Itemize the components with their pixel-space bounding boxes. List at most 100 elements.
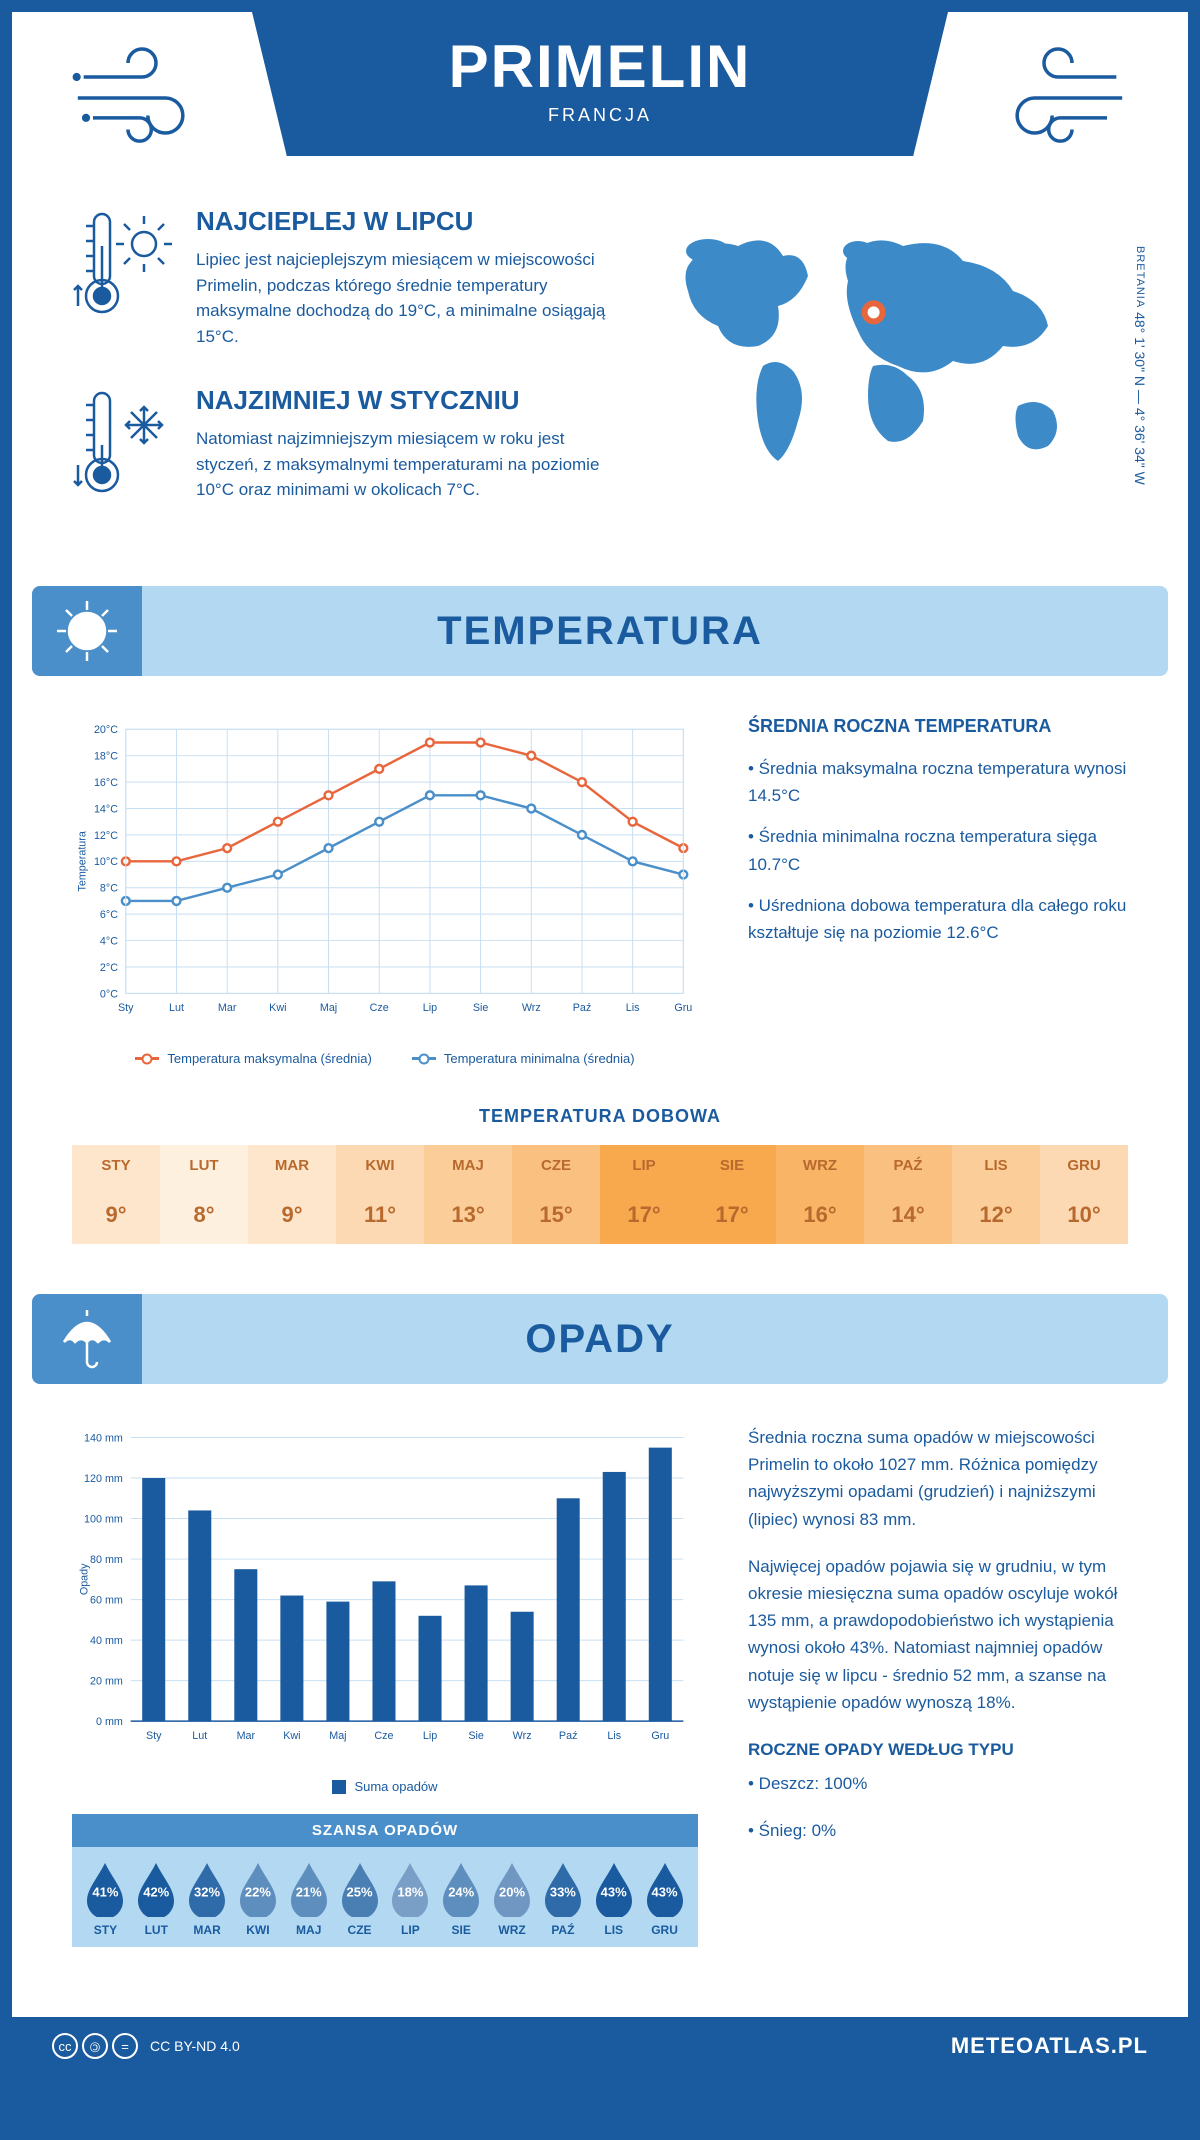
svg-text:Wrz: Wrz <box>513 1730 532 1742</box>
daily-cell: SIE 17° <box>688 1145 776 1244</box>
svg-text:80 mm: 80 mm <box>90 1554 123 1566</box>
page-subtitle: FRANCJA <box>292 105 908 126</box>
daily-cell: MAR 9° <box>248 1145 336 1244</box>
daily-temp-table: STY 9° LUT 8° MAR 9° KWI 11° MAJ 13° CZE… <box>72 1145 1128 1244</box>
by-icon: 🄯 <box>82 2033 108 2059</box>
svg-text:Mar: Mar <box>237 1730 256 1742</box>
precip-content: 0 mm20 mm40 mm60 mm80 mm100 mm120 mm140 … <box>12 1384 1188 1977</box>
svg-text:0 mm: 0 mm <box>96 1716 123 1728</box>
svg-text:40 mm: 40 mm <box>90 1635 123 1647</box>
chance-cell: 41% STY <box>80 1861 131 1937</box>
svg-text:10°C: 10°C <box>94 856 118 868</box>
temperature-legend: Temperatura maksymalna (średnia) Tempera… <box>72 1051 698 1066</box>
chance-cell: 24% SIE <box>436 1861 487 1937</box>
raindrop-icon: 21% <box>287 1861 331 1917</box>
chance-cell: 20% WRZ <box>487 1861 538 1937</box>
cc-icons: cc 🄯 = <box>52 2033 138 2059</box>
page-title: PRIMELIN <box>292 32 908 101</box>
precip-chart-col: 0 mm20 mm40 mm60 mm80 mm100 mm120 mm140 … <box>72 1424 698 1947</box>
daily-temperature: TEMPERATURA DOBOWA STY 9° LUT 8° MAR 9° … <box>12 1096 1188 1294</box>
site-name: METEOATLAS.PL <box>951 2033 1148 2059</box>
coordinates: BRETANIA 48° 1' 30" N — 4° 36' 34" W <box>1132 246 1148 485</box>
svg-text:Paź: Paź <box>573 1002 592 1014</box>
temperature-header: TEMPERATURA <box>32 586 1168 676</box>
umbrella-icon <box>32 1294 142 1384</box>
world-map-col: BRETANIA 48° 1' 30" N — 4° 36' 34" W <box>648 206 1128 546</box>
coldest-text: Natomiast najzimniejszym miesiącem w rok… <box>196 426 608 503</box>
wind-icon <box>72 42 212 142</box>
precip-chance-box: SZANSA OPADÓW 41% STY 42% LUT 32% MAR <box>72 1814 698 1947</box>
coldest-block: NAJZIMNIEJ W STYCZNIU Natomiast najzimni… <box>72 385 608 510</box>
svg-text:Temperatura: Temperatura <box>77 831 89 891</box>
chance-cell: 43% GRU <box>639 1861 690 1937</box>
info-bullet: • Średnia maksymalna roczna temperatura … <box>748 755 1128 809</box>
wind-icon <box>988 42 1128 142</box>
info-bullet: • Średnia minimalna roczna temperatura s… <box>748 823 1128 877</box>
raindrop-icon: 32% <box>185 1861 229 1917</box>
raindrop-icon: 43% <box>643 1861 687 1917</box>
temperature-content: 0°C2°C4°C6°C8°C10°C12°C14°C16°C18°C20°CS… <box>12 676 1188 1096</box>
svg-text:20 mm: 20 mm <box>90 1676 123 1688</box>
chance-cell: 18% LIP <box>385 1861 436 1937</box>
footer: cc 🄯 = CC BY-ND 4.0 METEOATLAS.PL <box>12 2017 1188 2075</box>
raindrop-icon: 20% <box>490 1861 534 1917</box>
svg-text:Mar: Mar <box>218 1002 237 1014</box>
chance-cell: 33% PAŹ <box>537 1861 588 1937</box>
svg-text:20°C: 20°C <box>94 724 118 736</box>
temperature-title: TEMPERATURA <box>142 609 1168 654</box>
svg-text:Opady: Opady <box>79 1563 91 1595</box>
temperature-line-chart: 0°C2°C4°C6°C8°C10°C12°C14°C16°C18°C20°CS… <box>72 716 698 1036</box>
chance-cell: 25% CZE <box>334 1861 385 1937</box>
svg-text:14°C: 14°C <box>94 803 118 815</box>
daily-cell: LIS 12° <box>952 1145 1040 1244</box>
infographic-page: PRIMELIN FRANCJA <box>0 0 1200 2087</box>
precip-bar-chart: 0 mm20 mm40 mm60 mm80 mm100 mm120 mm140 … <box>72 1424 698 1764</box>
chance-cell: 43% LIS <box>588 1861 639 1937</box>
license-block: cc 🄯 = CC BY-ND 4.0 <box>52 2033 240 2059</box>
svg-text:Paź: Paź <box>559 1730 578 1742</box>
temperature-info: ŚREDNIA ROCZNA TEMPERATURA • Średnia mak… <box>748 716 1128 1066</box>
svg-text:140 mm: 140 mm <box>84 1432 123 1444</box>
chance-cell: 42% LUT <box>131 1861 182 1937</box>
svg-text:Lis: Lis <box>626 1002 640 1014</box>
raindrop-icon: 18% <box>388 1861 432 1917</box>
svg-text:Maj: Maj <box>329 1730 346 1742</box>
raindrop-icon: 24% <box>439 1861 483 1917</box>
svg-text:Lut: Lut <box>169 1002 184 1014</box>
svg-text:Kwi: Kwi <box>283 1730 300 1742</box>
daily-cell: KWI 11° <box>336 1145 424 1244</box>
raindrop-icon: 41% <box>83 1861 127 1917</box>
sun-icon <box>32 586 142 676</box>
thermometer-snow-icon <box>72 385 172 510</box>
svg-text:Cze: Cze <box>374 1730 393 1742</box>
svg-text:Lip: Lip <box>423 1730 437 1742</box>
svg-text:Sty: Sty <box>146 1730 162 1742</box>
hottest-title: NAJCIEPLEJ W LIPCU <box>196 206 608 237</box>
raindrop-icon: 42% <box>134 1861 178 1917</box>
svg-text:Kwi: Kwi <box>269 1002 286 1014</box>
svg-text:18°C: 18°C <box>94 751 118 763</box>
hottest-block: NAJCIEPLEJ W LIPCU Lipiec jest najcieple… <box>72 206 608 349</box>
daily-cell: CZE 15° <box>512 1145 600 1244</box>
svg-text:Gru: Gru <box>651 1730 669 1742</box>
svg-text:16°C: 16°C <box>94 777 118 789</box>
svg-text:12°C: 12°C <box>94 830 118 842</box>
svg-text:Gru: Gru <box>674 1002 692 1014</box>
svg-text:4°C: 4°C <box>100 935 118 947</box>
svg-text:0°C: 0°C <box>100 988 118 1000</box>
precip-title: OPADY <box>142 1317 1168 1362</box>
svg-text:Sie: Sie <box>468 1730 484 1742</box>
chance-cell: 21% MAJ <box>283 1861 334 1937</box>
svg-text:60 mm: 60 mm <box>90 1595 123 1607</box>
svg-text:Lip: Lip <box>423 1002 437 1014</box>
precip-header: OPADY <box>32 1294 1168 1384</box>
daily-cell: STY 9° <box>72 1145 160 1244</box>
temperature-chart-col: 0°C2°C4°C6°C8°C10°C12°C14°C16°C18°C20°CS… <box>72 716 698 1066</box>
chance-cell: 32% MAR <box>182 1861 233 1937</box>
precip-legend: Suma opadów <box>72 1779 698 1794</box>
precip-info: Średnia roczna suma opadów w miejscowośc… <box>748 1424 1128 1947</box>
daily-cell: LUT 8° <box>160 1145 248 1244</box>
world-map <box>648 206 1128 486</box>
title-banner: PRIMELIN FRANCJA <box>252 12 948 156</box>
thermometer-sun-icon <box>72 206 172 349</box>
